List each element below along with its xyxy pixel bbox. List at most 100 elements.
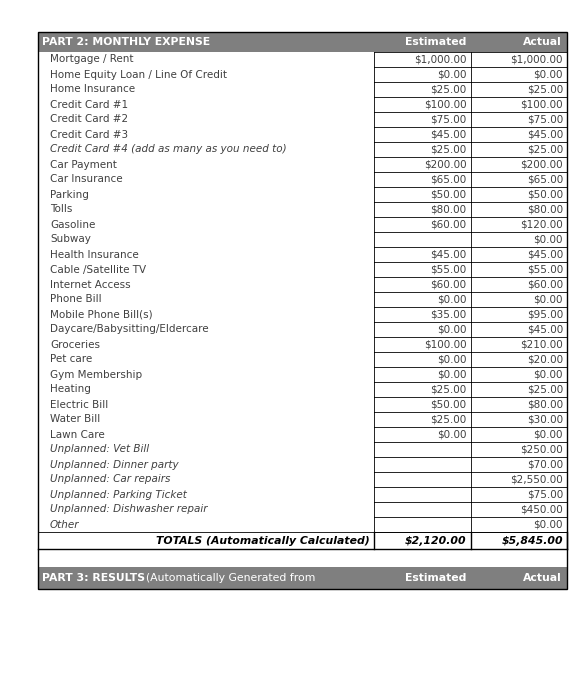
Text: Unplanned: Dishwasher repair: Unplanned: Dishwasher repair bbox=[50, 505, 208, 514]
Text: $0.00: $0.00 bbox=[437, 354, 467, 365]
Bar bbox=[38, 472, 567, 487]
Text: $75.00: $75.00 bbox=[431, 115, 467, 125]
Text: $0.00: $0.00 bbox=[534, 69, 563, 80]
Text: Health Insurance: Health Insurance bbox=[50, 249, 139, 260]
Text: $55.00: $55.00 bbox=[526, 265, 563, 274]
Text: Internet Access: Internet Access bbox=[50, 279, 130, 290]
Bar bbox=[38, 307, 567, 322]
Text: Lawn Care: Lawn Care bbox=[50, 430, 105, 440]
Bar bbox=[38, 442, 567, 457]
Text: $65.00: $65.00 bbox=[526, 174, 563, 185]
Text: Estimated: Estimated bbox=[404, 37, 466, 47]
Bar bbox=[38, 397, 567, 412]
Bar bbox=[38, 157, 567, 172]
Text: $25.00: $25.00 bbox=[431, 384, 467, 395]
Text: $20.00: $20.00 bbox=[527, 354, 563, 365]
Bar bbox=[38, 567, 567, 589]
Text: Pet care: Pet care bbox=[50, 354, 92, 365]
Text: $100.00: $100.00 bbox=[521, 99, 563, 109]
Text: Gasoline: Gasoline bbox=[50, 220, 95, 230]
Text: Actual: Actual bbox=[524, 37, 562, 47]
Text: $0.00: $0.00 bbox=[534, 234, 563, 244]
Bar bbox=[38, 337, 567, 352]
Text: $25.00: $25.00 bbox=[431, 144, 467, 155]
Text: $25.00: $25.00 bbox=[526, 144, 563, 155]
Text: $75.00: $75.00 bbox=[526, 489, 563, 500]
Text: Other: Other bbox=[50, 519, 80, 529]
Text: Unplanned: Vet Bill: Unplanned: Vet Bill bbox=[50, 444, 149, 454]
Text: Gym Membership: Gym Membership bbox=[50, 370, 142, 379]
Bar bbox=[38, 367, 567, 382]
Bar bbox=[38, 142, 567, 157]
Bar bbox=[38, 232, 567, 247]
Bar bbox=[38, 202, 567, 217]
Bar bbox=[38, 517, 567, 532]
Text: $55.00: $55.00 bbox=[431, 265, 467, 274]
Text: Subway: Subway bbox=[50, 234, 91, 244]
Text: (Automatically Generated from: (Automatically Generated from bbox=[146, 573, 315, 583]
Bar bbox=[38, 457, 567, 472]
Text: $75.00: $75.00 bbox=[526, 115, 563, 125]
Text: $35.00: $35.00 bbox=[431, 309, 467, 319]
Text: PART 2: MONTHLY EXPENSE: PART 2: MONTHLY EXPENSE bbox=[42, 37, 210, 47]
Text: Car Insurance: Car Insurance bbox=[50, 174, 123, 185]
Bar bbox=[38, 262, 567, 277]
Text: $25.00: $25.00 bbox=[431, 414, 467, 424]
Bar bbox=[38, 322, 567, 337]
Text: TOTALS (Automatically Calculated): TOTALS (Automatically Calculated) bbox=[156, 536, 370, 545]
Text: Estimated: Estimated bbox=[404, 573, 466, 583]
Text: Credit Card #1: Credit Card #1 bbox=[50, 99, 128, 109]
Text: $45.00: $45.00 bbox=[526, 249, 563, 260]
Bar bbox=[38, 67, 567, 82]
Text: Electric Bill: Electric Bill bbox=[50, 400, 108, 410]
Text: Home Insurance: Home Insurance bbox=[50, 85, 135, 95]
Text: $95.00: $95.00 bbox=[526, 309, 563, 319]
Text: $100.00: $100.00 bbox=[424, 340, 467, 349]
Text: $0.00: $0.00 bbox=[437, 370, 467, 379]
Text: Credit Card #4 (add as many as you need to): Credit Card #4 (add as many as you need … bbox=[50, 144, 287, 155]
Text: $25.00: $25.00 bbox=[431, 85, 467, 95]
Bar bbox=[38, 52, 567, 67]
Text: $250.00: $250.00 bbox=[520, 444, 563, 454]
Text: $0.00: $0.00 bbox=[437, 295, 467, 304]
Bar bbox=[38, 172, 567, 187]
Text: Credit Card #2: Credit Card #2 bbox=[50, 115, 128, 125]
Bar bbox=[38, 32, 567, 589]
Text: $45.00: $45.00 bbox=[431, 130, 467, 139]
Text: $25.00: $25.00 bbox=[526, 384, 563, 395]
Text: $2,550.00: $2,550.00 bbox=[510, 475, 563, 484]
Text: $45.00: $45.00 bbox=[526, 325, 563, 335]
Bar bbox=[38, 292, 567, 307]
Text: $0.00: $0.00 bbox=[437, 69, 467, 80]
Bar bbox=[38, 97, 567, 112]
Bar bbox=[38, 217, 567, 232]
Text: PART 3: RESULTS: PART 3: RESULTS bbox=[42, 573, 149, 583]
Text: Daycare/Babysitting/Eldercare: Daycare/Babysitting/Eldercare bbox=[50, 325, 209, 335]
Bar bbox=[38, 427, 567, 442]
Text: $50.00: $50.00 bbox=[431, 400, 467, 410]
Text: $80.00: $80.00 bbox=[431, 204, 467, 214]
Text: $2,120.00: $2,120.00 bbox=[405, 536, 467, 545]
Text: $70.00: $70.00 bbox=[527, 459, 563, 470]
Text: $45.00: $45.00 bbox=[526, 130, 563, 139]
Text: $100.00: $100.00 bbox=[424, 99, 467, 109]
Bar bbox=[38, 412, 567, 427]
Bar bbox=[38, 32, 567, 52]
Text: $45.00: $45.00 bbox=[431, 249, 467, 260]
Text: $25.00: $25.00 bbox=[526, 85, 563, 95]
Bar bbox=[38, 532, 567, 549]
Text: Mobile Phone Bill(s): Mobile Phone Bill(s) bbox=[50, 309, 153, 319]
Bar bbox=[38, 247, 567, 262]
Text: $30.00: $30.00 bbox=[527, 414, 563, 424]
Text: $0.00: $0.00 bbox=[437, 430, 467, 440]
Text: $60.00: $60.00 bbox=[431, 220, 467, 230]
Bar bbox=[38, 487, 567, 502]
Bar bbox=[38, 112, 567, 127]
Text: $60.00: $60.00 bbox=[431, 279, 467, 290]
Text: $450.00: $450.00 bbox=[520, 505, 563, 514]
Bar bbox=[38, 187, 567, 202]
Text: Car Payment: Car Payment bbox=[50, 160, 117, 169]
Text: Unplanned: Car repairs: Unplanned: Car repairs bbox=[50, 475, 170, 484]
Text: $0.00: $0.00 bbox=[534, 430, 563, 440]
Bar bbox=[38, 352, 567, 367]
